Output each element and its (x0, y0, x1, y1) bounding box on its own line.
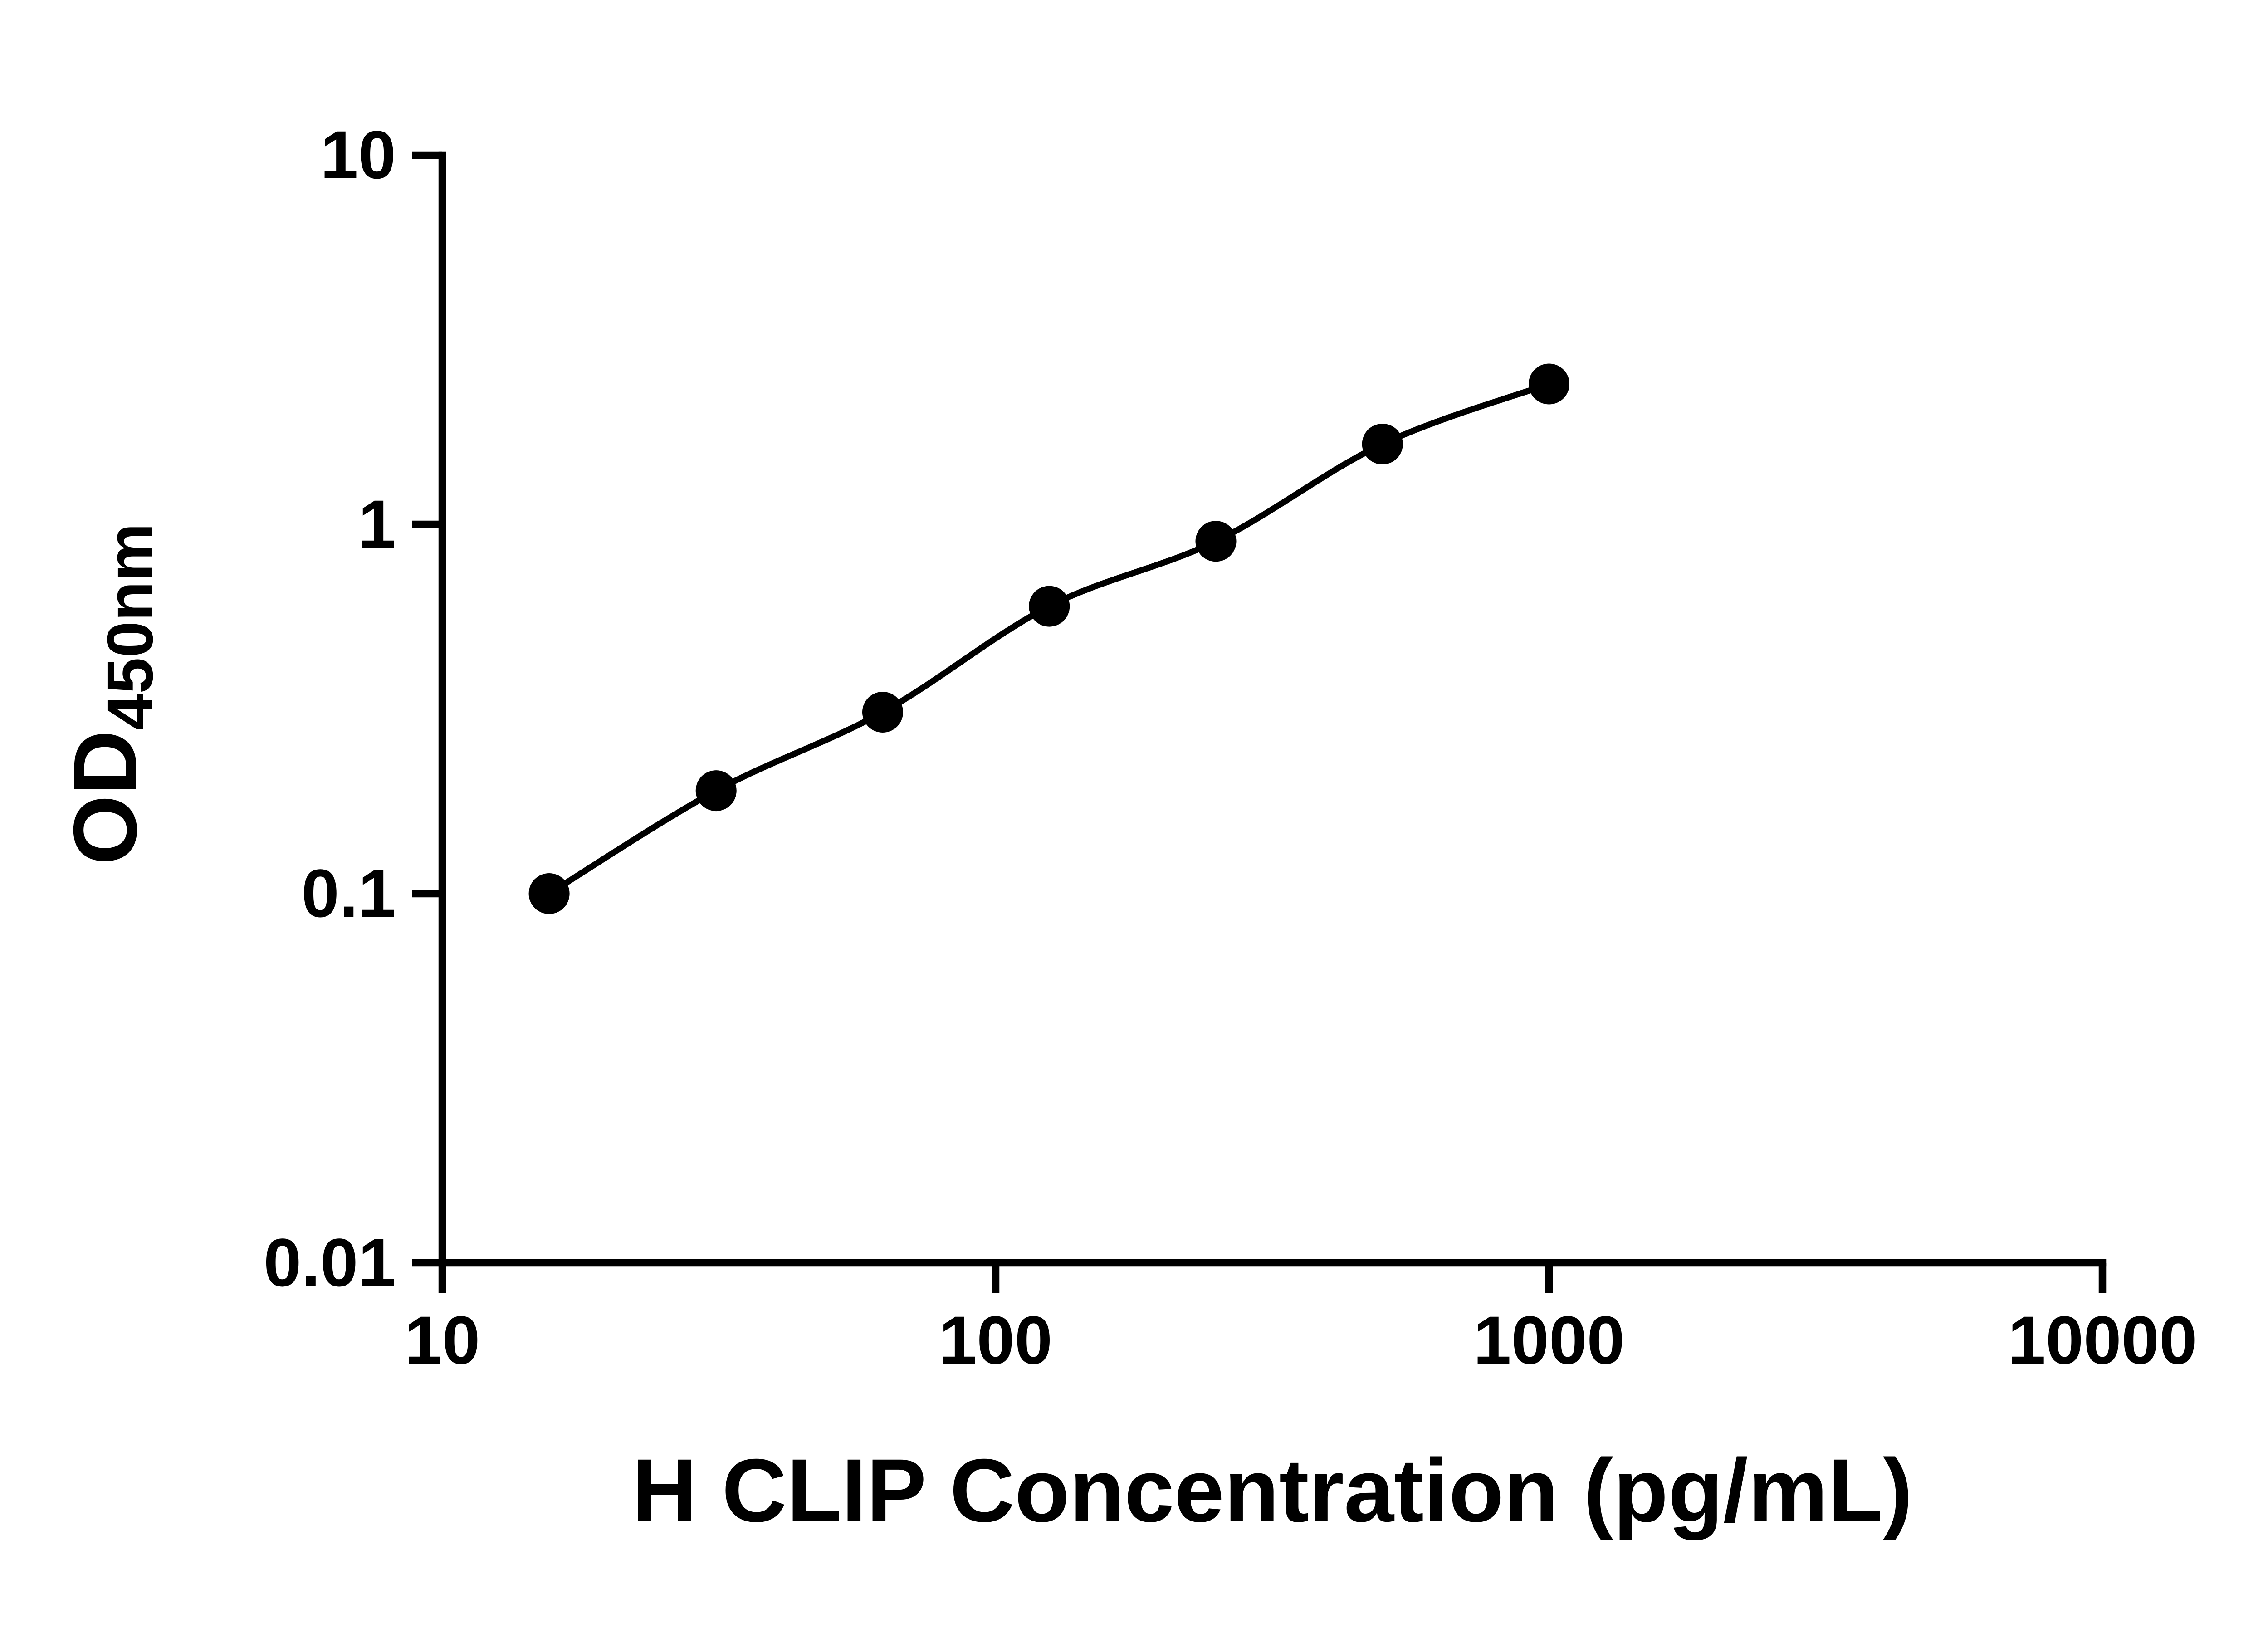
y-axis-title-base: OD (55, 730, 155, 865)
data-point-marker (1529, 363, 1569, 405)
data-point-marker (528, 873, 570, 914)
standard-curve-line (546, 381, 1552, 897)
axis-spine (438, 151, 2107, 1267)
data-point-marker (695, 770, 737, 812)
data-point-marker (1029, 586, 1070, 627)
y-axis-title: OD450nm (55, 523, 166, 865)
x-tick-label: 100 (939, 1302, 1052, 1378)
y-tick-label: 1 (358, 486, 396, 562)
plot-axes (438, 151, 2107, 1267)
y-tick-label: 0.1 (301, 855, 396, 931)
x-tick-label: 1000 (1473, 1302, 1625, 1378)
y-tick-label: 0.01 (264, 1224, 396, 1301)
data-point-marker (1362, 423, 1403, 464)
x-tick-label: 10 (405, 1302, 480, 1378)
data-series (528, 363, 1569, 914)
y-axis-title-subscript: 450nm (93, 523, 166, 730)
axis-ticks (412, 151, 2107, 1293)
x-axis-title: H CLIP Concentration (pg/mL) (632, 1440, 1912, 1540)
data-point-marker (862, 692, 903, 733)
data-point-marker (1195, 521, 1237, 562)
y-tick-label: 10 (320, 117, 396, 193)
x-tick-label: 10000 (2008, 1302, 2197, 1378)
axis-tick-labels: 10 100 1000 10000 0.01 0.1 1 10 (264, 117, 2197, 1378)
